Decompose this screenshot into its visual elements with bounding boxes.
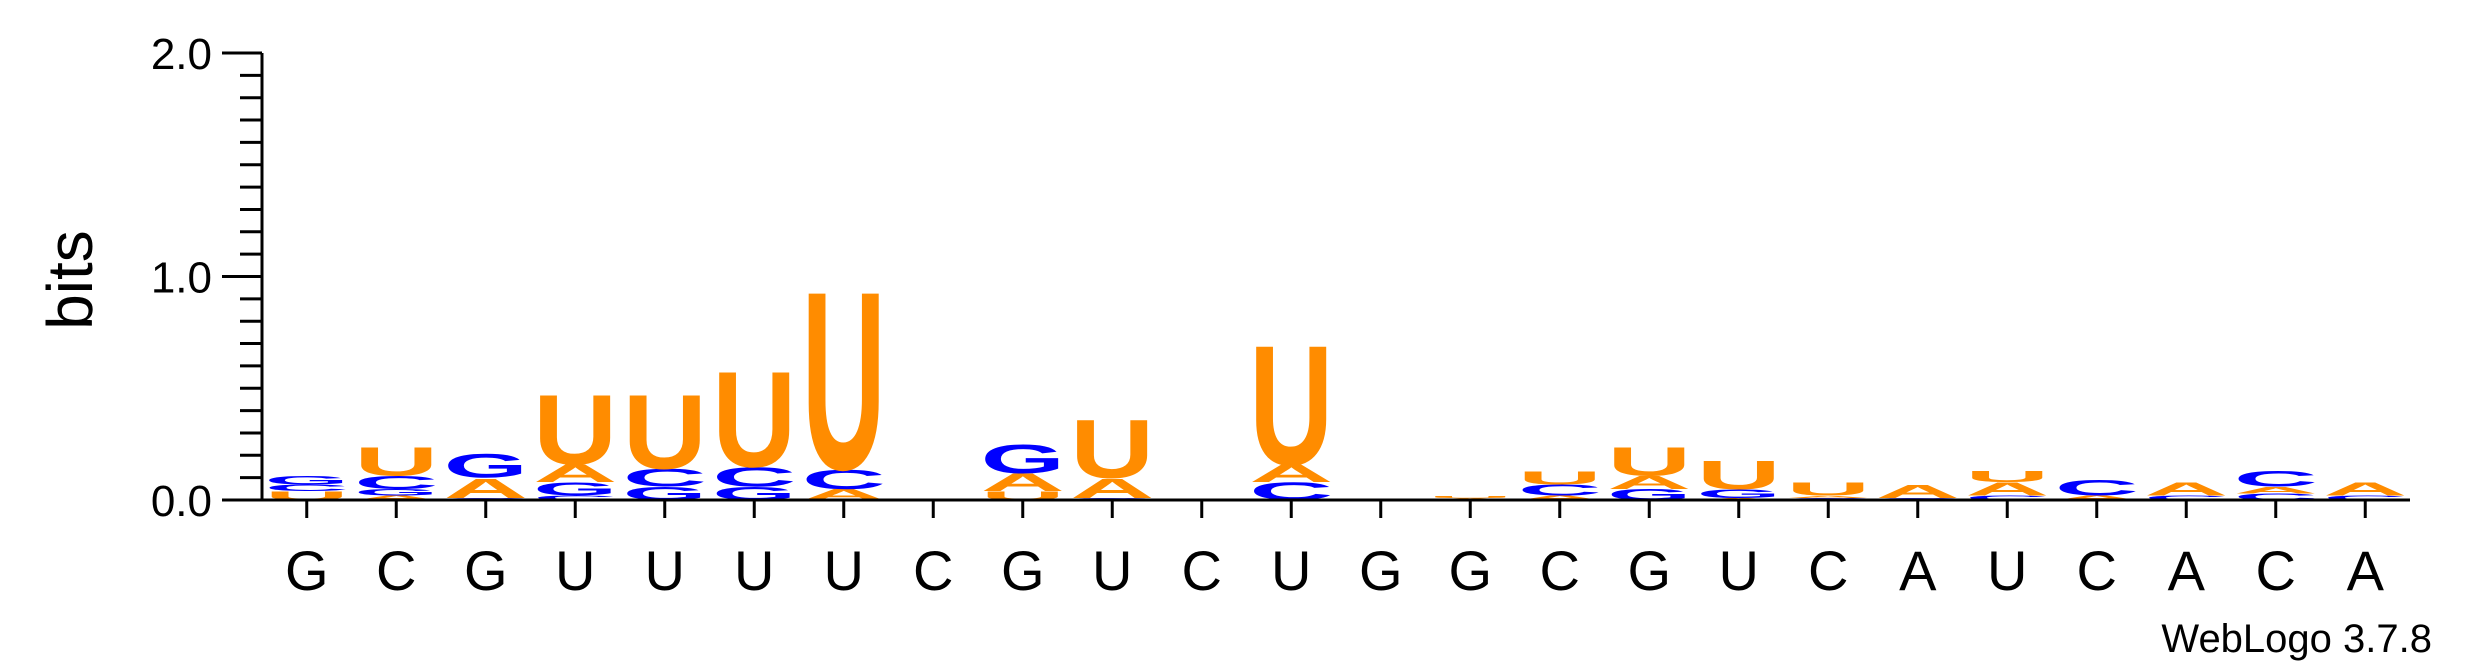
x-tick-label: G [1448,539,1492,602]
x-tick-label: G [464,539,508,602]
x-tick-label: G [1359,539,1403,602]
logo-letter-G: G [981,437,1065,482]
logo-letter-U: U [354,439,438,484]
logo-letter-U: U [1428,495,1512,498]
logo-letter-A: A [1876,481,1960,502]
logo-letter-U: U [1965,468,2049,485]
logo-letter-C: C [2234,492,2318,502]
x-tick-label: C [376,539,416,602]
x-tick-label: G [285,539,329,602]
logo-letter-U: U [623,373,707,492]
x-tick-label: C [1540,539,1580,602]
logo-letter-U: U [1697,453,1781,498]
logo-letter-C: C [1965,494,2049,501]
x-tick-label: C [2077,539,2117,602]
y-tick-label: 1.0 [151,254,212,303]
x-tick-label: U [1719,539,1759,602]
logo-letter-C: C [265,483,349,493]
x-tick-label: U [1987,539,2027,602]
logo-letter-C: C [533,494,617,501]
x-tick-label: U [734,539,774,602]
logo-letter-A: A [2055,494,2139,501]
logo-letter-U: U [1607,439,1691,484]
y-axis: 0.0 1.0 2.0 [151,30,264,526]
logo-letter-U: U [1070,402,1154,496]
logo-letter-C: C [623,464,707,492]
logo-letter-U: U [802,239,886,523]
x-tick-label: U [645,539,685,602]
logo-letter-A: A [354,494,438,501]
logo-letter-A: A [981,469,1065,497]
x-tick-label: G [1001,539,1045,602]
logo-letter-A: A [1965,479,2049,500]
logo-letter-A: A [533,460,617,488]
x-tick-label: A [1899,539,1937,602]
logo-letter-C: C [2144,494,2228,501]
logo-letter-A: A [2234,485,2318,495]
logo-letter-U: U [712,343,796,496]
logo-letter-A: A [444,472,528,503]
y-tick-label: 2.0 [151,30,212,79]
logo-letter-C: C [802,463,886,494]
x-tick-label: U [555,539,595,602]
x-tick-label: U [824,539,864,602]
x-tick-label: U [1271,539,1311,602]
letter-stacks: UCGAGCUCAGCGAUGCUGCUACUUAGGAUCAUAUACUGAU… [265,239,2408,523]
logo-letter-A: A [1607,472,1691,493]
logo-letter-G: G [533,479,617,500]
logo-letter-A: A [1070,472,1154,503]
logo-letter-U: U [1249,310,1333,500]
logo-letter-U: U [1518,467,1602,488]
x-tick-label: C [1182,539,1222,602]
logo-letter-A: A [1249,460,1333,488]
y-tick-label: 0.0 [151,477,212,526]
logo-letter-A: A [2323,479,2407,500]
logo-letter-U: U [1786,479,1870,500]
logo-letter-G: G [265,473,349,487]
logo-letter-C: C [712,461,796,492]
x-tick-label: C [1808,539,1848,602]
logo-letter-A: A [2144,479,2228,500]
logo-letter-G: G [354,487,438,497]
x-tick-label: C [2256,539,2296,602]
logo-letter-C: C [2323,494,2407,501]
y-axis-title: bits [34,230,106,330]
x-tick-label: G [1627,539,1671,602]
x-tick-label: U [1092,539,1132,602]
logo-letter-G: G [1697,487,1781,501]
x-tick-label: A [2168,539,2206,602]
logo-letter-A: A [1518,494,1602,501]
logo-letter-U: U [533,374,617,485]
logo-letter-A: A [1786,495,1870,498]
logo-letter-C: C [2234,467,2318,491]
logo-letter-C: C [1518,482,1602,499]
footer-credit: WebLogo 3.7.8 [2161,617,2432,661]
x-tick-label: C [913,539,953,602]
logo-letter-C: C [2055,476,2139,500]
logo-letter-C: C [354,472,438,493]
logo-letter-G: G [444,447,528,485]
x-tick-label: A [2347,539,2385,602]
